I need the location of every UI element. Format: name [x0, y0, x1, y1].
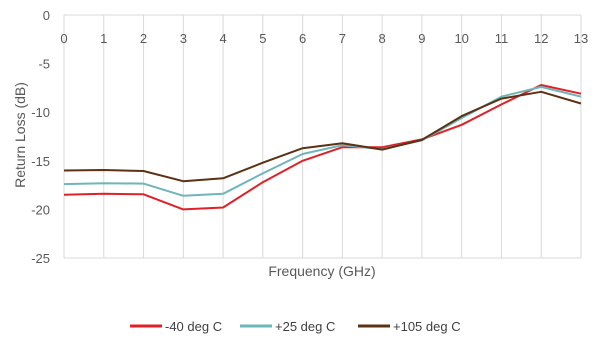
- x-tick-label: 10: [454, 31, 468, 46]
- x-tick-label: 5: [259, 31, 266, 46]
- y-tick-label: -25: [31, 251, 50, 266]
- x-tick-label: 4: [219, 31, 226, 46]
- x-tick-label: 6: [299, 31, 306, 46]
- y-tick-labels: 0 -5 -10 -15 -20 -25: [31, 8, 50, 266]
- series-line-1: [63, 85, 582, 197]
- legend-label-1: +25 deg C: [275, 319, 335, 334]
- x-tick-label: 12: [534, 31, 548, 46]
- x-tick-label: 3: [180, 31, 187, 46]
- x-tick-label: 11: [495, 31, 509, 46]
- y-tick-label: -10: [31, 105, 50, 120]
- legend-label-2: +105 deg C: [393, 319, 461, 334]
- series-line-2: [63, 90, 582, 183]
- x-tick-label: 13: [574, 31, 588, 46]
- x-tick-label: 7: [339, 31, 346, 46]
- legend-label-0: -40 deg C: [165, 319, 222, 334]
- y-tick-label: -5: [38, 57, 50, 72]
- y-tick-label: -15: [31, 154, 50, 169]
- y-tick-label: 0: [43, 8, 50, 23]
- x-axis-title: Frequency (GHz): [268, 263, 375, 279]
- legend: -40 deg C +25 deg C +105 deg C: [130, 319, 461, 334]
- grid-lines: [63, 14, 582, 259]
- x-tick-label: 2: [140, 31, 147, 46]
- series-line-0: [63, 84, 582, 211]
- series-lines: [63, 84, 582, 211]
- x-tick-label: 0: [60, 31, 67, 46]
- x-tick-labels: 0 1 2 3 4 5 6 7 8 9 10 11 12 13: [60, 31, 588, 46]
- x-tick-label: 1: [100, 31, 107, 46]
- y-axis-title: Return Loss (dB): [12, 82, 28, 188]
- y-tick-label: -20: [31, 202, 50, 217]
- x-tick-label: 9: [418, 31, 425, 46]
- x-tick-label: 8: [379, 31, 386, 46]
